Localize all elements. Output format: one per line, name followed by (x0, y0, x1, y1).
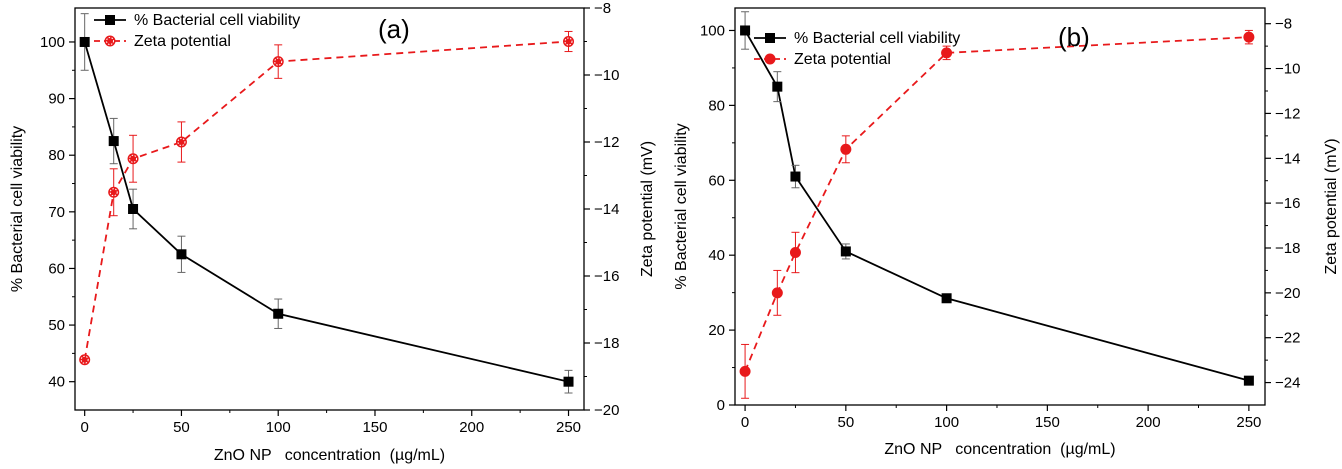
y-tick-label: 100 (700, 22, 725, 39)
series-cell-viability (740, 11, 1254, 386)
data-point (1243, 375, 1254, 386)
x-axis-title: ZnO NP concentration (µg/mL) (214, 447, 445, 464)
y2-tick-label: −18 (594, 335, 619, 352)
legend: % Bacterial cell viability Zeta potential (754, 30, 960, 68)
plot-frame (734, 7, 1266, 406)
legend-label: % Bacterial cell viability (134, 12, 300, 29)
y2-tick-label: −10 (594, 67, 619, 84)
marker-texture (177, 138, 186, 146)
y-tick-label: 40 (708, 247, 725, 264)
series-line (744, 30, 1250, 382)
y2-axis-title: Zeta potential (mV) (1323, 138, 1340, 274)
plot-frame (74, 7, 585, 411)
data-point (789, 246, 801, 258)
y-tick-label: 50 (48, 317, 65, 334)
data-point (941, 293, 952, 304)
legend: % Bacterial cell viability Zeta potential (94, 12, 300, 50)
x-tick-label: 150 (362, 419, 387, 436)
y2-tick-label: −10 (1275, 61, 1300, 78)
y2-tick-label: −12 (594, 134, 619, 151)
y-tick-label: 0 (717, 397, 725, 414)
series-line (744, 36, 1249, 372)
legend-label: Zeta potential (134, 33, 231, 50)
y2-tick-label: −24 (1275, 375, 1300, 392)
data-point (79, 36, 90, 47)
marker-texture (109, 188, 118, 197)
legend-label: Zeta potential (794, 51, 891, 68)
y2-tick-label: −14 (594, 201, 619, 218)
data-point (771, 287, 783, 299)
data-point (128, 204, 139, 214)
y2-axis-title: Zeta potential (mV) (639, 141, 656, 277)
y2-tick-label: −8 (594, 0, 611, 17)
y-tick-label: 40 (48, 374, 65, 391)
series-zeta-potential (79, 30, 575, 366)
legend-marker (764, 53, 776, 65)
x-axis-title: ZnO NP concentration (µg/mL) (884, 441, 1115, 458)
marker-texture (564, 37, 573, 46)
chart-panel-b: 0 50 100 150 200 250 0 20 40 60 80 100 −24 −22 −20 −18 −… (673, 7, 1340, 458)
y2-tick-label: −22 (1275, 330, 1300, 347)
data-point (176, 249, 187, 260)
y2-tick-label: −20 (594, 402, 619, 419)
x-tick-label: 100 (266, 419, 291, 436)
legend-label: % Bacterial cell viability (794, 30, 960, 47)
y-tick-label: 60 (708, 172, 725, 189)
y-axis-title: % Bacterial cell viability (673, 123, 690, 289)
y2-tick-label: −16 (1275, 195, 1300, 212)
x-tick-label: 100 (934, 414, 959, 431)
x-tick-label: 250 (556, 419, 581, 436)
y2-tick-label: −12 (1275, 105, 1300, 122)
data-point (840, 246, 851, 257)
x-tick-label: 200 (459, 419, 484, 436)
y-tick-label: 90 (48, 91, 65, 108)
chart-panel-a: 0 50 100 150 200 250 40 50 60 70 80 90 100 −20 −18 −16 −… (9, 0, 656, 464)
y-axis-title: % Bacterial cell viability (9, 126, 26, 292)
y2-tick-label: −8 (1275, 16, 1292, 33)
data-point (108, 136, 119, 147)
x-tick-label: 200 (1136, 414, 1161, 431)
marker-texture (106, 37, 114, 45)
series-line (83, 41, 569, 383)
y2-tick-label: −20 (1275, 285, 1300, 302)
data-point (772, 81, 783, 92)
y2-tick-label: −16 (594, 268, 619, 285)
data-point (1243, 31, 1255, 43)
x-tick-label: 50 (173, 419, 190, 436)
x-tick-label: 50 (837, 414, 854, 431)
series-zeta-potential (739, 29, 1255, 399)
panel-label: (a) (378, 14, 410, 44)
y2-tick-label: −18 (1275, 240, 1300, 257)
x-tick-label: 0 (81, 419, 89, 436)
marker-texture (80, 355, 89, 364)
y-tick-label: 80 (48, 147, 65, 164)
series-cell-viability (79, 13, 574, 394)
data-point (740, 25, 751, 36)
data-point (840, 143, 852, 155)
y-tick-label: 60 (48, 260, 65, 277)
x-tick-label: 150 (1035, 414, 1060, 431)
y-tick-label: 100 (40, 34, 65, 51)
x-tick-label: 0 (741, 414, 749, 431)
data-point (790, 171, 801, 182)
y-tick-label: 80 (708, 97, 725, 114)
data-point (563, 376, 574, 387)
data-point (941, 47, 953, 59)
y-tick-label: 20 (708, 322, 725, 339)
y2-tick-label: −14 (1275, 150, 1300, 167)
legend-marker (765, 33, 775, 43)
marker-texture (274, 57, 283, 66)
legend-marker (105, 15, 115, 25)
y-tick-label: 70 (48, 204, 65, 221)
panel-label: (b) (1058, 22, 1090, 52)
series-line (83, 40, 569, 360)
x-tick-label: 250 (1236, 414, 1261, 431)
marker-texture (129, 154, 138, 163)
data-point (273, 308, 284, 319)
data-point (739, 365, 751, 377)
